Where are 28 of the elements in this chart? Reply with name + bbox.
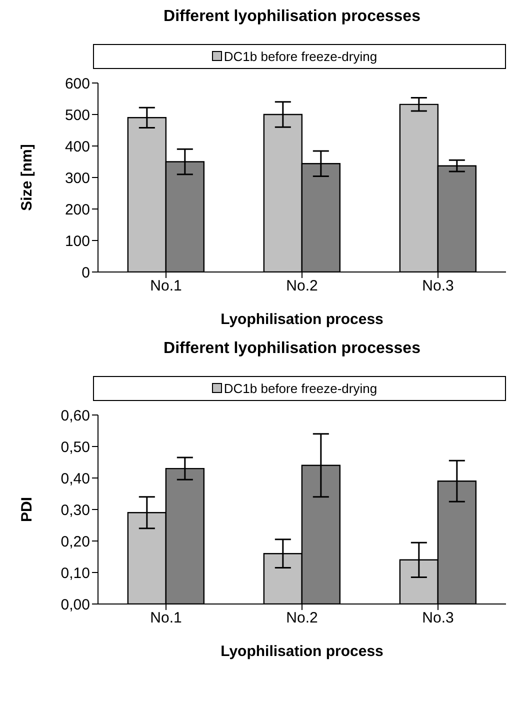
- x-tick-label: No.1: [150, 278, 182, 295]
- y-axis-title: PDI: [18, 496, 36, 522]
- x-tick-label: No.3: [422, 278, 454, 295]
- y-tick-label: 200: [64, 201, 90, 218]
- x-axis-title: Lyophilisation process: [220, 311, 384, 328]
- y-tick-label: 0,50: [60, 438, 90, 456]
- y-tick-label: 100: [64, 232, 90, 250]
- y-tick-label: 300: [64, 170, 90, 187]
- y-tick-label: 0,60: [60, 407, 90, 424]
- chart-title: Different lyophilisation processes: [162, 340, 422, 358]
- legend-label: DC1b before freeze-drying: [222, 49, 378, 64]
- y-tick-label: 0,00: [60, 596, 90, 614]
- y-tick-label: 0,30: [60, 502, 90, 519]
- x-tick-label: No.2: [286, 610, 318, 627]
- y-tick-label: 600: [64, 75, 90, 92]
- x-tick-label: No.1: [150, 610, 182, 627]
- legend-label: DC1b before freeze-drying: [222, 381, 378, 396]
- x-axis-title: Lyophilisation process: [220, 643, 384, 660]
- y-axis-title: Size [nm]: [18, 144, 36, 211]
- y-tick-label: 500: [64, 106, 90, 124]
- chart-title: Different lyophilisation processes: [162, 8, 422, 26]
- y-tick-label: 0,10: [60, 564, 90, 582]
- y-tick-label: 0,20: [60, 533, 90, 550]
- x-tick-label: No.3: [422, 610, 454, 627]
- y-tick-label: 0: [82, 264, 90, 282]
- x-tick-label: No.2: [286, 278, 318, 295]
- y-tick-label: 400: [64, 138, 90, 156]
- y-tick-label: 0,40: [60, 470, 90, 488]
